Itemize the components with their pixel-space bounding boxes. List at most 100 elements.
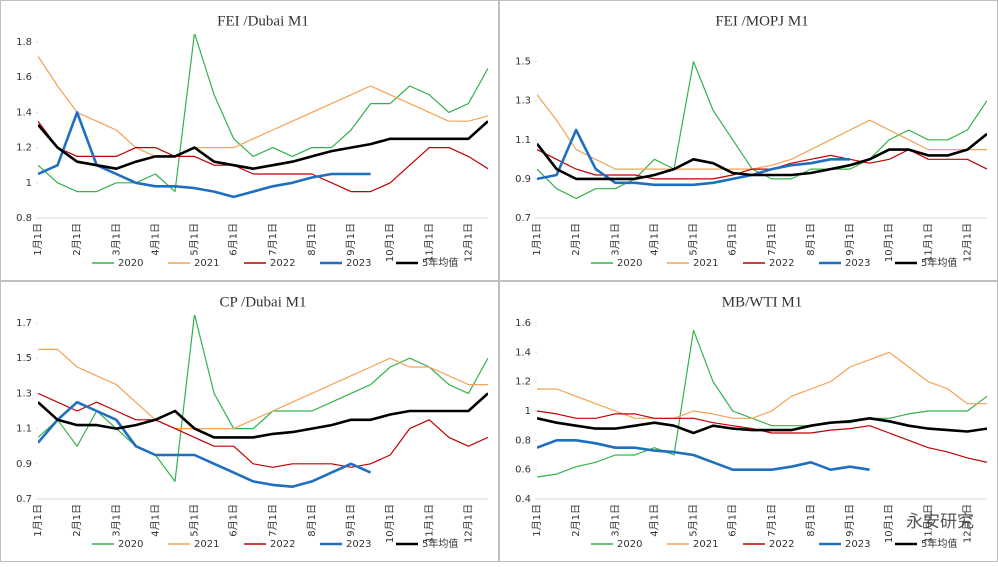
series-line — [38, 348, 488, 430]
chart-title: CP /Dubai M1 — [220, 294, 307, 310]
y-tick-label: 1.2 — [16, 143, 32, 154]
legend-label: 2020 — [118, 539, 143, 550]
x-tick-label: 3月1日 — [110, 223, 122, 256]
panel-border — [0, 0, 499, 281]
y-tick-label: 1.2 — [515, 377, 531, 388]
legend-label: 2020 — [118, 258, 143, 269]
x-tick-label: 11月1日 — [922, 504, 934, 543]
x-tick-label: 4月1日 — [149, 504, 161, 537]
series-line — [38, 392, 488, 468]
y-tick-label: 1.4 — [515, 347, 531, 358]
y-tick-label: 1.6 — [16, 72, 32, 83]
x-tick-label: 2月1日 — [71, 504, 83, 537]
x-tick-label: 4月1日 — [149, 223, 161, 256]
x-tick-label: 4月1日 — [648, 504, 660, 537]
series-line — [38, 392, 488, 439]
legend-label: 2021 — [194, 258, 219, 269]
series-line — [38, 120, 488, 170]
x-tick-label: 5月1日 — [189, 504, 201, 537]
series-line — [38, 111, 371, 199]
chart-panel: MB/WTI M1 0.4 0.6 0.8 1 1.2 1.4 1.6 1月1日 2月1日 3月1日… — [499, 281, 998, 562]
legend-label: 2022 — [270, 258, 295, 269]
series-line — [537, 329, 987, 478]
y-tick-label: 0.4 — [515, 494, 531, 505]
x-tick-label: 3月1日 — [609, 223, 621, 256]
y-tick-label: 0.7 — [515, 213, 531, 224]
x-tick-label: 3月1日 — [609, 504, 621, 537]
x-tick-label: 10月1日 — [883, 223, 895, 262]
x-tick-label: 5月1日 — [688, 223, 700, 256]
y-tick-label: 0.7 — [16, 494, 32, 505]
x-tick-label: 7月1日 — [267, 223, 279, 256]
series-line — [537, 94, 987, 170]
x-tick-label: 8月1日 — [805, 223, 817, 256]
x-tick-label: 5月1日 — [189, 223, 201, 256]
x-tick-label: 2月1日 — [570, 223, 582, 256]
y-tick-label: 1.1 — [16, 424, 32, 435]
chart-title: FEI /Dubai M1 — [217, 13, 309, 29]
y-tick-label: 1.3 — [515, 96, 531, 107]
y-tick-label: 1.5 — [515, 57, 531, 68]
chart-panel: FEI /Dubai M1 0.8 1 1.2 1.4 1.6 1.8 1月1日 2月1日 3月1… — [0, 0, 499, 281]
series-line — [537, 128, 850, 187]
chart-title: MB/WTI M1 — [722, 294, 802, 310]
y-tick-label: 1.8 — [16, 37, 32, 48]
x-tick-label: 9月1日 — [844, 504, 856, 537]
x-tick-label: 9月1日 — [345, 223, 357, 256]
x-tick-label: 9月1日 — [345, 504, 357, 537]
x-tick-label: 11月1日 — [922, 223, 934, 262]
x-tick-label: 11月1日 — [423, 223, 435, 262]
chart-panel: FEI /MOPJ M1 0.7 0.9 1.1 1.3 1.5 1月1日 2月1日 3月1日 4… — [499, 0, 998, 281]
legend-label: 2023 — [346, 258, 371, 269]
x-tick-label: 2月1日 — [570, 504, 582, 537]
x-tick-label: 12月1日 — [961, 223, 973, 262]
panel-border — [0, 281, 499, 562]
y-tick-label: 1.5 — [16, 353, 32, 364]
x-tick-label: 8月1日 — [306, 223, 318, 256]
legend-label: 2021 — [693, 539, 718, 550]
x-tick-label: 4月1日 — [648, 223, 660, 256]
x-tick-label: 12月1日 — [961, 504, 973, 543]
x-tick-label: 10月1日 — [384, 504, 396, 543]
legend-label: 2023 — [845, 258, 870, 269]
legend-label: 2022 — [769, 258, 794, 269]
legend-label: 2020 — [617, 258, 642, 269]
series-line — [537, 417, 987, 435]
legend-label: 2021 — [693, 258, 718, 269]
x-tick-label: 12月1日 — [462, 504, 474, 543]
legend-label: 2020 — [617, 539, 642, 550]
chart-title: FEI /MOPJ M1 — [715, 13, 808, 29]
x-tick-label: 3月1日 — [110, 504, 122, 537]
series-line — [38, 55, 488, 157]
x-tick-label: 5月1日 — [688, 504, 700, 537]
x-tick-label: 7月1日 — [267, 504, 279, 537]
y-tick-label: 1.7 — [16, 318, 32, 329]
y-tick-label: 0.9 — [515, 174, 531, 185]
legend-label: 2023 — [346, 539, 371, 550]
y-tick-label: 1 — [525, 406, 531, 417]
x-tick-label: 1月1日 — [32, 223, 44, 256]
series-line — [537, 351, 987, 419]
legend-label: 2021 — [194, 539, 219, 550]
y-tick-label: 0.8 — [16, 213, 32, 224]
x-tick-label: 1月1日 — [32, 504, 44, 537]
legend-label: 2022 — [769, 539, 794, 550]
x-tick-label: 6月1日 — [727, 223, 739, 256]
x-tick-label: 8月1日 — [805, 504, 817, 537]
series-line — [537, 410, 987, 463]
series-line — [537, 132, 987, 181]
x-tick-label: 11月1日 — [423, 504, 435, 543]
y-tick-label: 1.4 — [16, 107, 32, 118]
x-tick-label: 10月1日 — [883, 504, 895, 543]
x-tick-label: 8月1日 — [306, 504, 318, 537]
legend-label: 2022 — [270, 539, 295, 550]
series-line — [38, 34, 488, 193]
x-tick-label: 6月1日 — [727, 504, 739, 537]
y-tick-label: 0.6 — [515, 465, 531, 476]
x-tick-label: 10月1日 — [384, 223, 396, 262]
legend-label: 5年均值 — [921, 537, 957, 550]
legend-label: 5年均值 — [422, 256, 458, 269]
series-line — [38, 315, 488, 482]
